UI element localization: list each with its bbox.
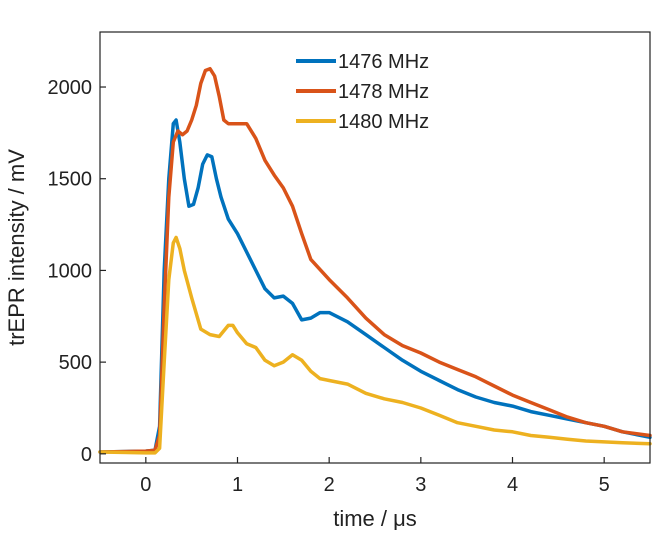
x-tick-label: 0 [140, 474, 151, 496]
legend: 1476 MHz 1478 MHz 1480 MHz [296, 51, 429, 133]
y-tick-label: 0 [81, 444, 92, 466]
y-tick-label: 500 [59, 352, 92, 374]
x-tick-label: 3 [415, 474, 426, 496]
legend-label-1: 1476 MHz [338, 51, 429, 73]
legend-label-3: 1480 MHz [338, 111, 429, 133]
y-tick-label: 2000 [48, 77, 93, 99]
series-line-3 [98, 235, 652, 455]
legend-label-2: 1478 MHz [338, 81, 429, 103]
x-axis-label: time / μs [333, 506, 417, 531]
series-line-1 [98, 118, 652, 454]
x-tick-label: 5 [599, 474, 610, 496]
axes-box [99, 31, 651, 464]
x-tick-label: 1 [232, 474, 243, 496]
x-tick-label: 4 [507, 474, 518, 496]
series-layer [98, 66, 652, 455]
series-line-2 [98, 66, 652, 454]
y-axis-label: trEPR intensity / mV [4, 149, 29, 346]
ticks-layer: 0 1 2 3 4 5 0 500 1000 1500 2000 [48, 77, 610, 496]
x-tick-label: 2 [324, 474, 335, 496]
y-tick-label: 1000 [48, 260, 93, 282]
y-tick-label: 1500 [48, 169, 93, 191]
